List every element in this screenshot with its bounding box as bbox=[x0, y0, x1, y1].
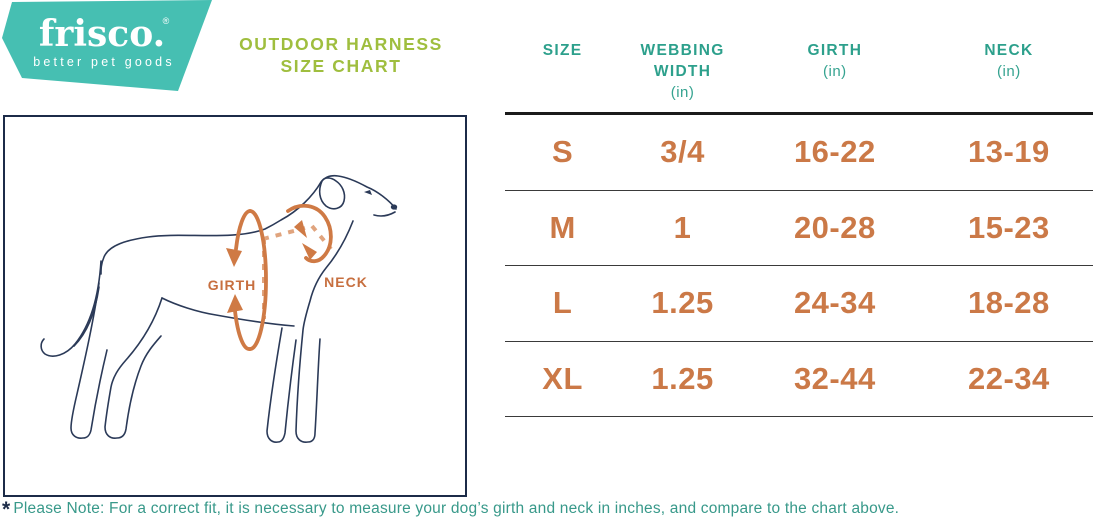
header-size-label: SIZE bbox=[542, 42, 583, 59]
header-size: SIZE bbox=[505, 30, 620, 61]
footnote-asterisk: * bbox=[2, 498, 11, 521]
cell-girth: 16-22 bbox=[793, 134, 876, 170]
header-neck-unit: (in) bbox=[997, 63, 1021, 80]
girth-label: GIRTH bbox=[208, 277, 257, 293]
table-row: XL 1.25 32-44 22-34 bbox=[505, 342, 1093, 417]
table-row: S 3/4 16-22 13-19 bbox=[505, 115, 1093, 191]
dog-illustration: GIRTH NECK bbox=[40, 174, 398, 443]
neck-arrow-down-icon bbox=[294, 220, 307, 238]
page-title-line2: SIZE CHART bbox=[280, 56, 402, 76]
header-girth-unit: (in) bbox=[823, 63, 847, 80]
dog-eye bbox=[364, 190, 372, 195]
page-title-line1: OUTDOOR HARNESS bbox=[239, 34, 443, 54]
dog-diagram-box: GIRTH NECK bbox=[3, 115, 467, 497]
table-row: M 1 20-28 15-23 bbox=[505, 191, 1093, 266]
header-webbing-line2: WIDTH bbox=[653, 63, 712, 80]
cell-neck: 13-19 bbox=[967, 134, 1050, 170]
cell-girth: 24-34 bbox=[793, 285, 876, 321]
cell-neck: 15-23 bbox=[967, 209, 1050, 245]
header-neck-label: NECK bbox=[984, 42, 1034, 59]
neck-label: NECK bbox=[324, 274, 368, 290]
cell-webbing: 1.25 bbox=[651, 285, 714, 321]
cell-girth: 20-28 bbox=[793, 209, 876, 245]
cell-webbing: 1 bbox=[673, 209, 692, 245]
girth-arrow-down-icon bbox=[226, 248, 242, 267]
footnote-text: Please Note: For a correct fit, it is ne… bbox=[13, 500, 900, 517]
header-webbing-unit: (in) bbox=[670, 84, 695, 101]
table-header-row: SIZE WEBBING WIDTH (in) GIRTH (in) NECK … bbox=[505, 30, 1093, 112]
cell-size: M bbox=[549, 209, 576, 245]
dog-nose bbox=[390, 204, 398, 210]
footnote: * Please Note: For a correct fit, it is n… bbox=[2, 498, 1092, 521]
cell-webbing: 1.25 bbox=[651, 360, 714, 396]
logo-tagline: better pet goods bbox=[33, 55, 175, 69]
frisco-logo: frisco. ® better pet goods bbox=[2, 0, 212, 91]
cell-neck: 22-34 bbox=[967, 360, 1050, 396]
cell-size: L bbox=[552, 285, 573, 321]
harness-dashed-straps bbox=[262, 224, 333, 319]
neck-arrow-up-icon bbox=[302, 243, 317, 260]
neck-loop bbox=[286, 203, 333, 264]
cell-size: S bbox=[552, 134, 574, 170]
logo-brand-text: frisco. bbox=[39, 13, 165, 55]
header-webbing-line1: WEBBING bbox=[640, 42, 725, 59]
header-girth-label: GIRTH bbox=[807, 42, 863, 59]
table-row: L 1.25 24-34 18-28 bbox=[505, 266, 1093, 342]
cell-size: XL bbox=[542, 360, 583, 396]
girth-arrow-up-icon bbox=[227, 294, 243, 313]
header-neck: NECK (in) bbox=[925, 30, 1093, 83]
size-table: SIZE WEBBING WIDTH (in) GIRTH (in) NECK … bbox=[505, 30, 1093, 417]
header-girth: GIRTH (in) bbox=[745, 30, 925, 83]
cell-neck: 18-28 bbox=[967, 285, 1050, 321]
girth-loop bbox=[233, 209, 268, 351]
header-webbing-width: WEBBING WIDTH (in) bbox=[620, 30, 745, 104]
header-divider bbox=[505, 112, 1093, 115]
logo-badge-shape bbox=[2, 0, 212, 91]
page-title: OUTDOOR HARNESS SIZE CHART bbox=[228, 33, 454, 77]
logo-trademark: ® bbox=[163, 16, 170, 26]
dog-outline bbox=[40, 174, 397, 443]
cell-webbing: 3/4 bbox=[660, 134, 705, 170]
cell-girth: 32-44 bbox=[793, 360, 876, 396]
